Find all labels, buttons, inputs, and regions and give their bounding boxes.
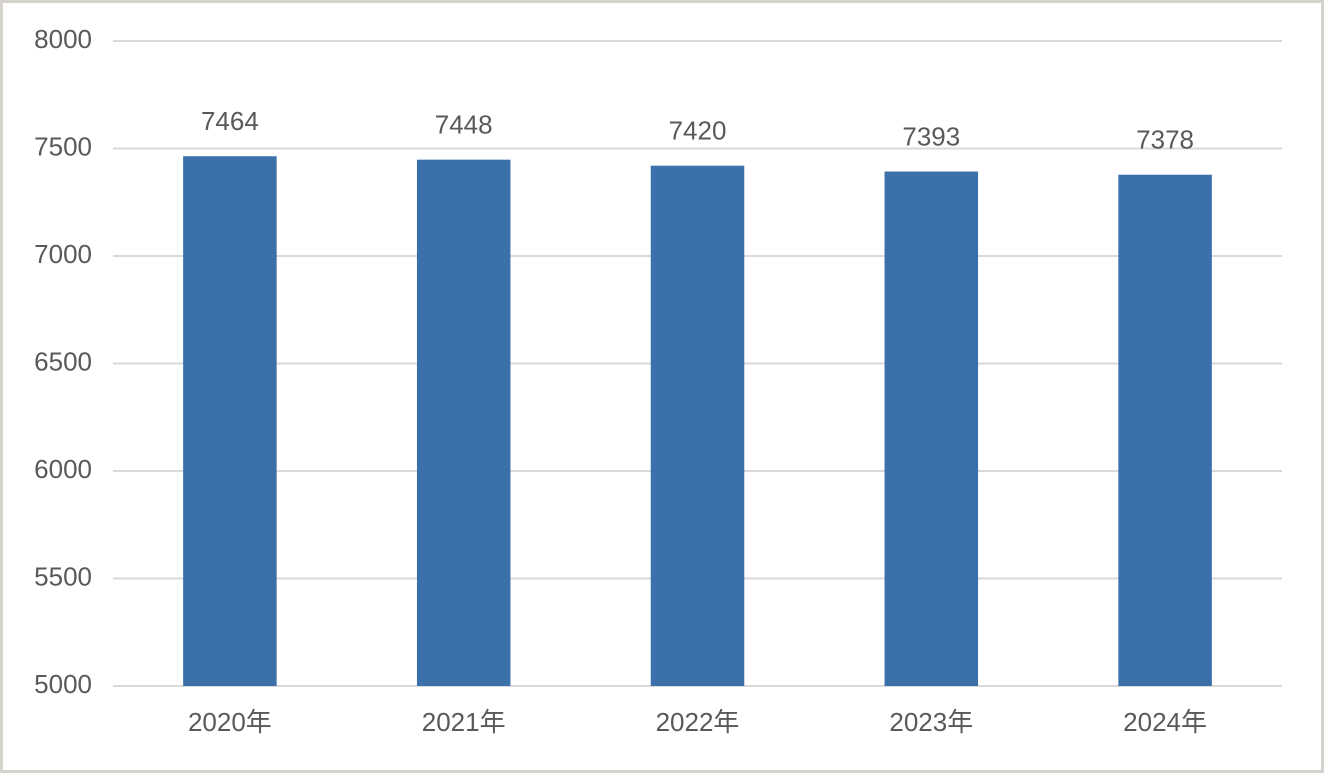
bar [884, 171, 979, 686]
x-tick-label: 2020年 [188, 707, 272, 737]
y-tick-label: 7000 [34, 239, 92, 269]
data-label: 7448 [435, 110, 493, 140]
x-tick-label: 2023年 [889, 707, 973, 737]
data-label: 7420 [669, 116, 727, 146]
y-tick-label: 6000 [34, 454, 92, 484]
x-tick-label: 2021年 [422, 707, 506, 737]
bar [650, 165, 745, 686]
y-tick-label: 5500 [34, 561, 92, 591]
y-tick-label: 7500 [34, 131, 92, 161]
data-label: 7378 [1136, 125, 1194, 155]
y-tick-label: 5000 [34, 669, 92, 699]
y-tick-label: 8000 [34, 24, 92, 54]
data-label: 7464 [201, 106, 259, 136]
bar [1118, 174, 1212, 687]
bar [183, 156, 277, 687]
x-tick-label: 2024年 [1123, 707, 1207, 737]
bar [416, 159, 511, 686]
data-label: 7393 [902, 121, 960, 151]
y-tick-label: 6500 [34, 346, 92, 376]
x-tick-label: 2022年 [656, 707, 740, 737]
